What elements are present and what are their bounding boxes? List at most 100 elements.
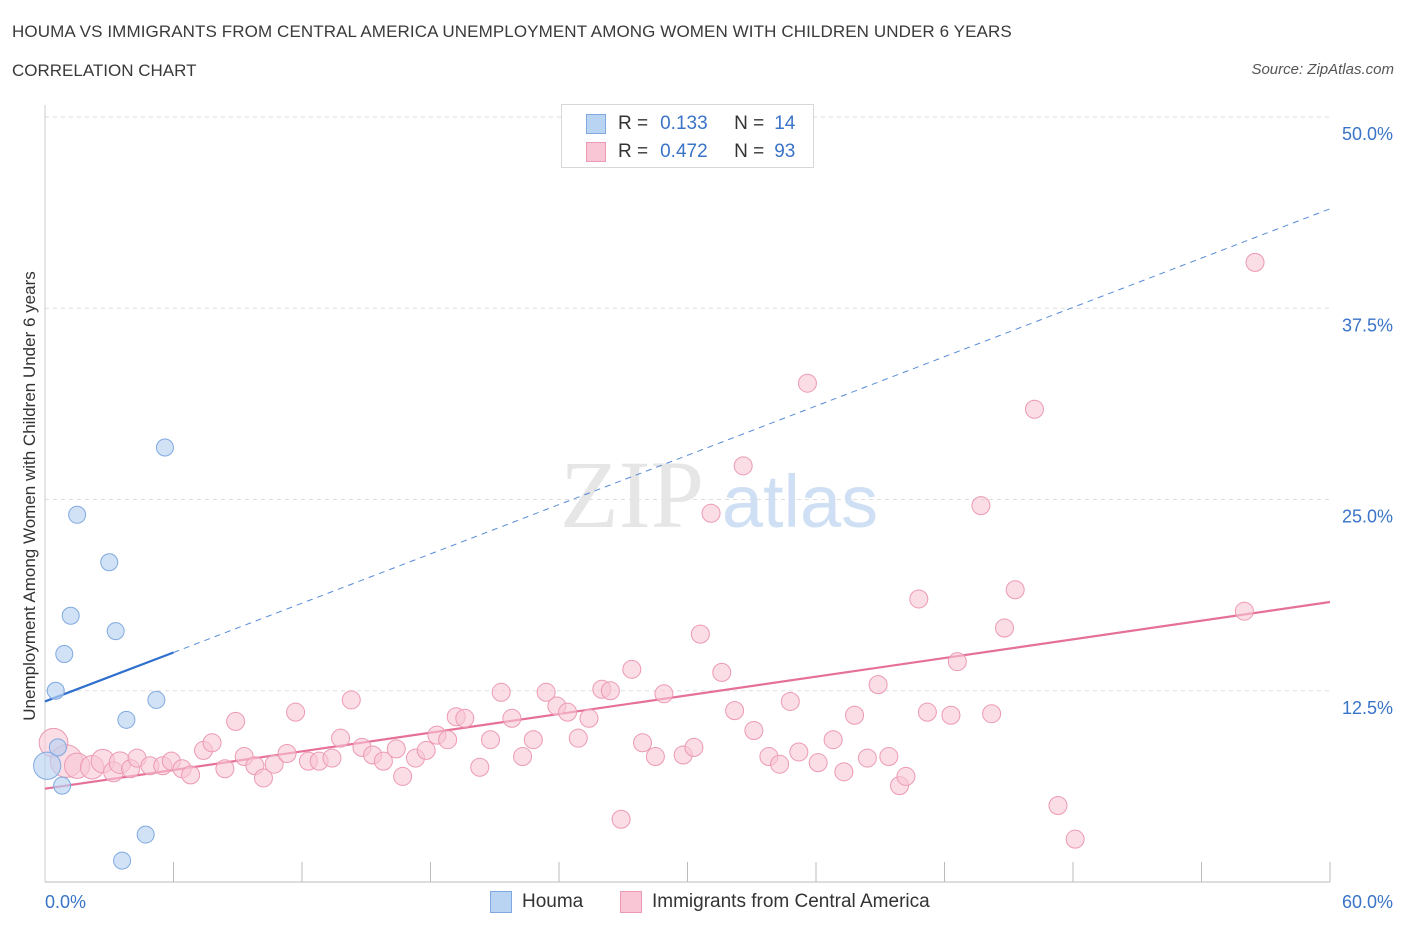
houma-point <box>106 622 125 641</box>
houma-point <box>55 645 74 664</box>
houma-n-value: 14 <box>774 113 796 134</box>
grid-lines <box>45 116 1330 692</box>
immigrants-point <box>470 757 490 777</box>
immigrants-point <box>857 748 877 768</box>
houma-point <box>33 751 62 780</box>
immigrants-point <box>226 711 246 731</box>
immigrants-point <box>725 701 745 721</box>
immigrants-point <box>386 739 406 759</box>
immigrants-point <box>277 743 297 763</box>
immigrants-n-value: 93 <box>774 141 796 162</box>
x-tick-labels: 0.0% 60.0% <box>45 892 1393 912</box>
immigrants-point <box>701 503 721 523</box>
immigrants-point <box>645 747 665 767</box>
immigrants-point <box>744 721 764 741</box>
immigrants-point <box>982 704 1002 724</box>
bottom-legend-houma: Houma <box>490 889 583 915</box>
immigrants-point <box>1048 796 1068 815</box>
immigrants-point <box>568 728 588 748</box>
immigrants-point <box>917 702 937 722</box>
immigrants-point <box>834 762 854 782</box>
houma-point <box>155 438 174 457</box>
immigrants-point <box>480 730 500 750</box>
immigrants-point <box>286 702 306 722</box>
immigrants-point <box>600 681 620 701</box>
houma-trend-extension <box>173 208 1331 653</box>
immigrants-point <box>971 496 991 516</box>
immigrants-point <box>654 684 674 704</box>
immigrants-point <box>770 754 790 774</box>
immigrants-point <box>712 662 732 682</box>
immigrants-point <box>733 456 753 476</box>
immigrants-point <box>622 659 642 679</box>
houma-legend-label: Houma <box>522 891 584 912</box>
immigrants-point <box>215 759 235 779</box>
houma-point <box>117 710 136 729</box>
immigrants-swatch <box>586 142 606 162</box>
y-tick-label: 50.0% <box>1342 124 1393 144</box>
x-tick-label-max: 60.0% <box>1342 892 1393 912</box>
immigrants-point <box>684 737 704 757</box>
immigrants-point <box>253 768 273 788</box>
houma-trend-line <box>44 651 174 703</box>
houma-r-label: R = <box>618 113 649 134</box>
immigrants-n-label: N = <box>734 141 765 162</box>
houma-point <box>61 606 80 625</box>
houma-swatch <box>586 114 606 134</box>
y-tick-label: 25.0% <box>1342 507 1393 527</box>
immigrants-point <box>416 740 436 760</box>
immigrants-point <box>536 682 556 702</box>
immigrants-legend-swatch <box>620 891 642 913</box>
immigrants-point <box>690 624 710 644</box>
immigrants-point <box>322 748 342 768</box>
houma-point <box>68 505 87 524</box>
immigrants-point <box>909 589 929 609</box>
houma-point <box>113 851 132 870</box>
watermark: ZIP atlas <box>560 441 878 548</box>
immigrants-point <box>558 702 578 722</box>
immigrants-point <box>879 747 899 767</box>
immigrants-point <box>823 730 843 750</box>
immigrants-point <box>780 691 800 711</box>
immigrants-point <box>523 730 543 750</box>
immigrants-point <box>941 705 961 725</box>
immigrants-points <box>38 252 1265 849</box>
immigrants-point <box>896 766 916 786</box>
legend-row-immigrants: R = 0.472 N = 93 <box>586 140 795 164</box>
houma-point <box>136 825 155 844</box>
immigrants-r-label: R = <box>618 141 649 162</box>
immigrants-point <box>797 373 817 393</box>
watermark-zip: ZIP <box>560 441 704 548</box>
immigrants-point <box>868 675 888 695</box>
houma-points <box>33 438 174 870</box>
immigrants-point <box>341 690 361 710</box>
houma-legend-swatch <box>490 891 512 913</box>
bottom-legend-immigrants: Immigrants from Central America <box>620 889 930 915</box>
immigrants-point <box>845 705 865 725</box>
houma-point <box>100 553 119 572</box>
immigrants-point <box>611 809 631 829</box>
houma-n-label: N = <box>734 113 765 134</box>
immigrants-point <box>438 730 458 750</box>
immigrants-point <box>579 708 599 728</box>
y-tick-label: 37.5% <box>1342 315 1393 335</box>
houma-point <box>53 776 72 795</box>
immigrants-point <box>1024 399 1044 419</box>
immigrants-r-value: 0.472 <box>660 141 708 162</box>
immigrants-point <box>1065 829 1085 849</box>
immigrants-point <box>808 753 828 773</box>
chart-title: HOUMA VS IMMIGRANTS FROM CENTRAL AMERICA… <box>12 22 1012 41</box>
correlation-legend: R = 0.133 N = 14 R = 0.472 N = 93 <box>561 104 814 168</box>
legend-row-houma: R = 0.133 N = 14 <box>586 112 795 136</box>
immigrants-point <box>181 765 201 785</box>
y-tick-label: 12.5% <box>1342 698 1393 718</box>
immigrants-point <box>994 618 1014 638</box>
immigrants-point <box>513 747 533 767</box>
immigrants-point <box>331 728 351 748</box>
immigrants-point <box>1234 601 1254 621</box>
houma-point <box>147 690 166 709</box>
houma-r-value: 0.133 <box>660 113 708 134</box>
immigrants-point <box>264 754 284 774</box>
houma-point <box>46 681 65 700</box>
